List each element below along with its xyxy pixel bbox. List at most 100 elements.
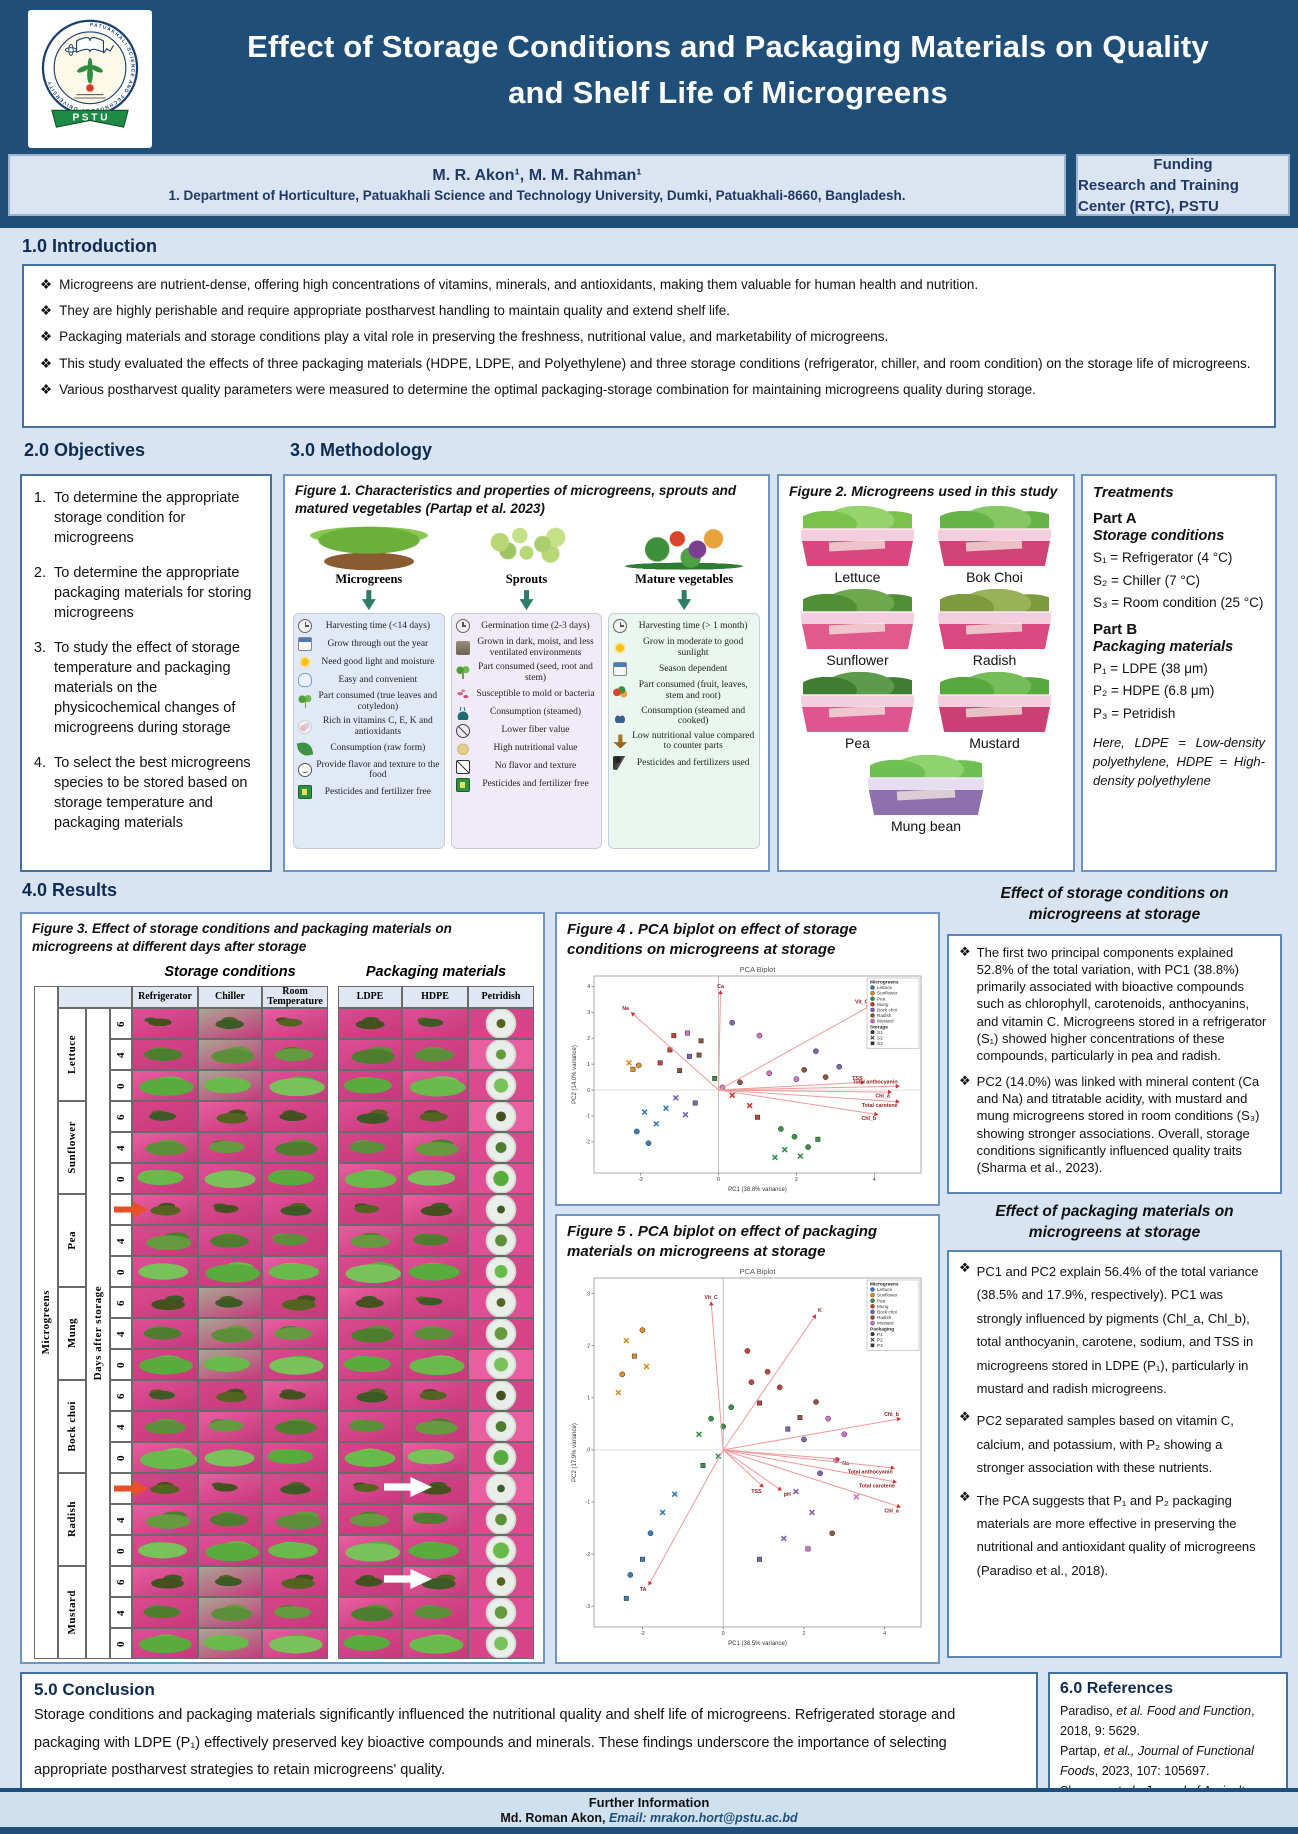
reference-item-1: Paradiso, et al. Food and Function, 2018… bbox=[1060, 1701, 1276, 1741]
bullet-diamond-icon: ❖ bbox=[40, 329, 53, 345]
references-heading: 6.0 References bbox=[1060, 1680, 1173, 1697]
treatment-p1: P₁ = LDPE (38 μm) bbox=[1093, 660, 1208, 676]
figure1-list-item: Easy and convenient bbox=[298, 673, 440, 688]
vitamin-icon bbox=[298, 719, 312, 734]
fig3-photo-bock-choi-day6-col5 bbox=[402, 1380, 468, 1411]
fig3-day-0-label: 0 bbox=[115, 1361, 127, 1368]
packaging-effect-heading: Effect of packaging materials on microgr… bbox=[995, 1203, 1234, 1241]
sprouts-image bbox=[459, 523, 594, 572]
fig3-col-header-ldpe: LDPE bbox=[338, 986, 402, 1008]
seedling-icon bbox=[298, 694, 312, 709]
fig3-photo-mung-day4-col5 bbox=[402, 1318, 468, 1349]
fig3-day-4-label: 4 bbox=[115, 1051, 127, 1058]
introduction-bullet-text: Packaging materials and storage conditio… bbox=[59, 329, 889, 345]
svg-text:Microgreens: Microgreens bbox=[870, 1282, 899, 1288]
fig3-photo-radish-day4-col6 bbox=[468, 1504, 534, 1535]
microgreen-container bbox=[936, 694, 1053, 735]
fig3-photo-sunflower-day6-col4 bbox=[338, 1101, 402, 1132]
storage-effect-box: ❖ The first two principal components expl… bbox=[947, 934, 1282, 1194]
fig3-photo-lettuce-day4-col1 bbox=[132, 1039, 198, 1070]
figure3-group-headers: Storage conditions Packaging materials bbox=[34, 964, 534, 984]
figure1-item-text: Part consumed (fruit, leaves, stem and r… bbox=[638, 680, 748, 701]
figure1-column-microgreens: Microgreens Harvesting time (<14 days) Gro… bbox=[293, 521, 445, 850]
fig3-photo-mustard-day6-col1 bbox=[132, 1566, 198, 1597]
figure1-column-name: Microgreens bbox=[335, 572, 403, 587]
figure1-column-sprouts: Sprouts Germination time (2-3 days) Grown … bbox=[450, 521, 603, 850]
svg-text:Storage: Storage bbox=[870, 1024, 888, 1030]
svg-text:P1: P1 bbox=[877, 1332, 883, 1337]
fig3-photo-pea-day6-col2 bbox=[198, 1194, 262, 1225]
fig3-photo-mung-day4-col6 bbox=[468, 1318, 534, 1349]
fig3-photo-pea-day4-col2 bbox=[198, 1225, 262, 1256]
figure1-column-mature-vegetables: Mature vegetables Harvesting time (> 1 mo… bbox=[608, 521, 761, 850]
svg-text:Total carotene: Total carotene bbox=[862, 1103, 898, 1109]
logo-sun-icon bbox=[86, 84, 94, 92]
fig3-photo-bock-choi-day4-col5 bbox=[402, 1411, 468, 1442]
fig3-day-4: 4 bbox=[110, 1039, 132, 1070]
bullet-diamond-icon: ❖ bbox=[959, 1260, 971, 1275]
fig3-days-axis: Days after storage bbox=[86, 1008, 110, 1659]
microgreen-container bbox=[799, 694, 916, 735]
references-box: 6.0 References Paradiso, et al. Food and… bbox=[1048, 1672, 1288, 1834]
packaging-effect-bullet-3: ❖ The PCA suggests that P₁ and P₂ packagi… bbox=[959, 1489, 1270, 1583]
fig3-day-0: 0 bbox=[110, 1442, 132, 1473]
svg-text:Mung: Mung bbox=[877, 1002, 889, 1007]
svg-text:Na: Na bbox=[622, 1006, 629, 1012]
fig3-day-4-label: 4 bbox=[115, 1609, 127, 1616]
figure3-grid: Microgreens Refrigerator Chiller Room Tempe… bbox=[34, 986, 534, 1659]
pesticide-icon bbox=[298, 784, 312, 799]
fig3-day-4-label: 4 bbox=[115, 1330, 127, 1337]
bullet-diamond-icon: ❖ bbox=[959, 1409, 971, 1425]
introduction-box: ❖ Microgreens are nutrient-dense, offerin… bbox=[22, 264, 1276, 428]
fig3-photo-lettuce-day0-col1 bbox=[132, 1070, 198, 1101]
fig3-species-pea: Pea bbox=[58, 1194, 86, 1287]
fig3-photo-mung-day6-col1 bbox=[132, 1287, 198, 1318]
fig3-photo-mung-day4-col1 bbox=[132, 1318, 198, 1349]
down-arrow-icon bbox=[677, 590, 692, 611]
fig3-day-0-label: 0 bbox=[115, 1547, 127, 1554]
svg-text:Pea: Pea bbox=[877, 996, 886, 1001]
fig3-photo-radish-day4-col1 bbox=[132, 1504, 198, 1535]
treatment-s3: S₃ = Room condition (25 °C) bbox=[1093, 595, 1264, 611]
fig3-day-4: 4 bbox=[110, 1504, 132, 1535]
reference-details: , 2018, 9: 5629. bbox=[1060, 1704, 1255, 1738]
fig3-photo-bock-choi-day4-col3 bbox=[262, 1411, 328, 1442]
fig3-day-6-label: 6 bbox=[115, 1578, 127, 1585]
figure2-card-label: Bok Choi bbox=[966, 569, 1023, 586]
fig3-photo-pea-day4-col5 bbox=[402, 1225, 468, 1256]
svg-text:Chl_a: Chl_a bbox=[884, 1509, 898, 1515]
fig3-day-6: 6 bbox=[110, 1008, 132, 1039]
fig3-species-bock-choi: Bock choi bbox=[58, 1380, 86, 1473]
svg-text:Radish: Radish bbox=[877, 1013, 892, 1018]
svg-text:S3: S3 bbox=[877, 1041, 883, 1046]
svg-text:-3: -3 bbox=[586, 1604, 591, 1610]
figure2-card-label: Lettuce bbox=[834, 569, 881, 586]
fig3-photo-pea-day4-col1 bbox=[132, 1225, 198, 1256]
figure1-list-item: Grow in moderate to good sunlight bbox=[613, 637, 755, 658]
svg-text:0: 0 bbox=[587, 1448, 590, 1454]
figure1-item-text: High nutritional value bbox=[493, 743, 578, 754]
fig3-days-axis-label: Days after storage bbox=[92, 1286, 104, 1381]
reference-authors: Partap, bbox=[1060, 1744, 1104, 1758]
treatments-part-a: Part A bbox=[1093, 510, 1137, 527]
figure1-list-item: Consumption (steamed) bbox=[455, 705, 598, 720]
fig3-col-header-refrigerator: Refrigerator bbox=[132, 986, 198, 1008]
microgreen-photo bbox=[930, 672, 1059, 735]
fig3-photo-pea-day4-col6 bbox=[468, 1225, 534, 1256]
svg-text:2: 2 bbox=[587, 1036, 590, 1042]
fig3-species-bock-choi-label: Bock choi bbox=[66, 1401, 78, 1452]
fig3-photo-mustard-day0-col3 bbox=[262, 1628, 328, 1659]
objective-item-4: To select the best microgreens species t… bbox=[50, 753, 262, 833]
fig3-day-0-label: 0 bbox=[115, 1175, 127, 1182]
treatment-s1: S₁ = Refrigerator (4 °C) bbox=[1093, 550, 1233, 565]
figure1-list-item: Harvesting time (> 1 month) bbox=[613, 619, 755, 634]
clock-icon bbox=[298, 619, 312, 634]
fig3-photo-radish-day0-col2 bbox=[198, 1535, 262, 1566]
fig3-day-6: 6 bbox=[110, 1380, 132, 1411]
fig3-photo-bock-choi-day0-col6 bbox=[468, 1442, 534, 1473]
svg-text:Pea: Pea bbox=[877, 1298, 886, 1303]
logo-chart-icon bbox=[102, 45, 115, 54]
fig3-photo-pea-day4-col3 bbox=[262, 1225, 328, 1256]
fig3-species-radish-label: Radish bbox=[66, 1501, 78, 1538]
footer-email-link[interactable]: mrakon.hort@pstu.ac.bd bbox=[649, 1810, 798, 1825]
